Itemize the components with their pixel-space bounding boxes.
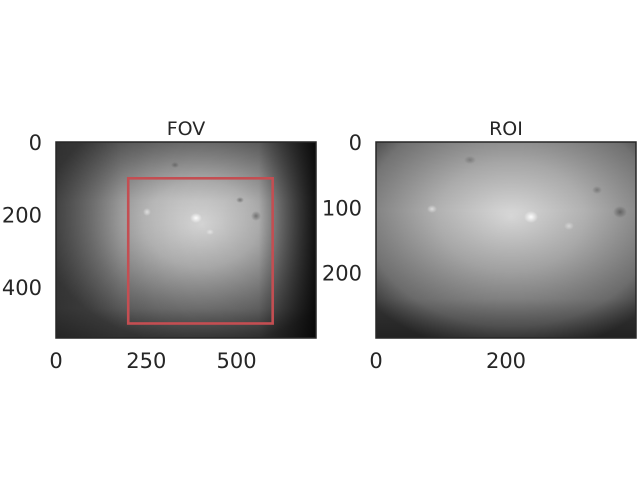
roi-rectangle [126,176,274,325]
roi-y-tick-label: 100 [322,196,362,220]
fov-tick-labels: 0 250 500 0 200 400 [2,131,257,373]
fov-x-tick-label: 0 [49,349,62,373]
fov-x-tick-label: 250 [126,349,166,373]
roi-tick-labels: 0 200 0 100 200 [322,131,526,373]
fov-x-tick-label: 500 [217,349,257,373]
fov-y-tick-label: 400 [2,276,42,300]
roi-panel: ROI 0 200 0 100 200 [322,118,637,373]
fov-panel: FOV 0 250 500 0 200 400 [2,118,317,373]
roi-x-tick-label: 0 [369,349,382,373]
fov-title: FOV [167,118,206,140]
roi-y-tick-label: 0 [349,131,362,155]
roi-image [376,142,636,338]
fov-image [56,142,316,338]
fov-y-tick-label: 200 [2,204,42,228]
fov-y-tick-label: 0 [29,131,42,155]
roi-axes-frame [375,141,637,339]
roi-y-tick-label: 200 [322,262,362,286]
fov-axes-frame [55,141,317,339]
roi-x-tick-label: 200 [486,349,526,373]
roi-title: ROI [489,118,523,140]
